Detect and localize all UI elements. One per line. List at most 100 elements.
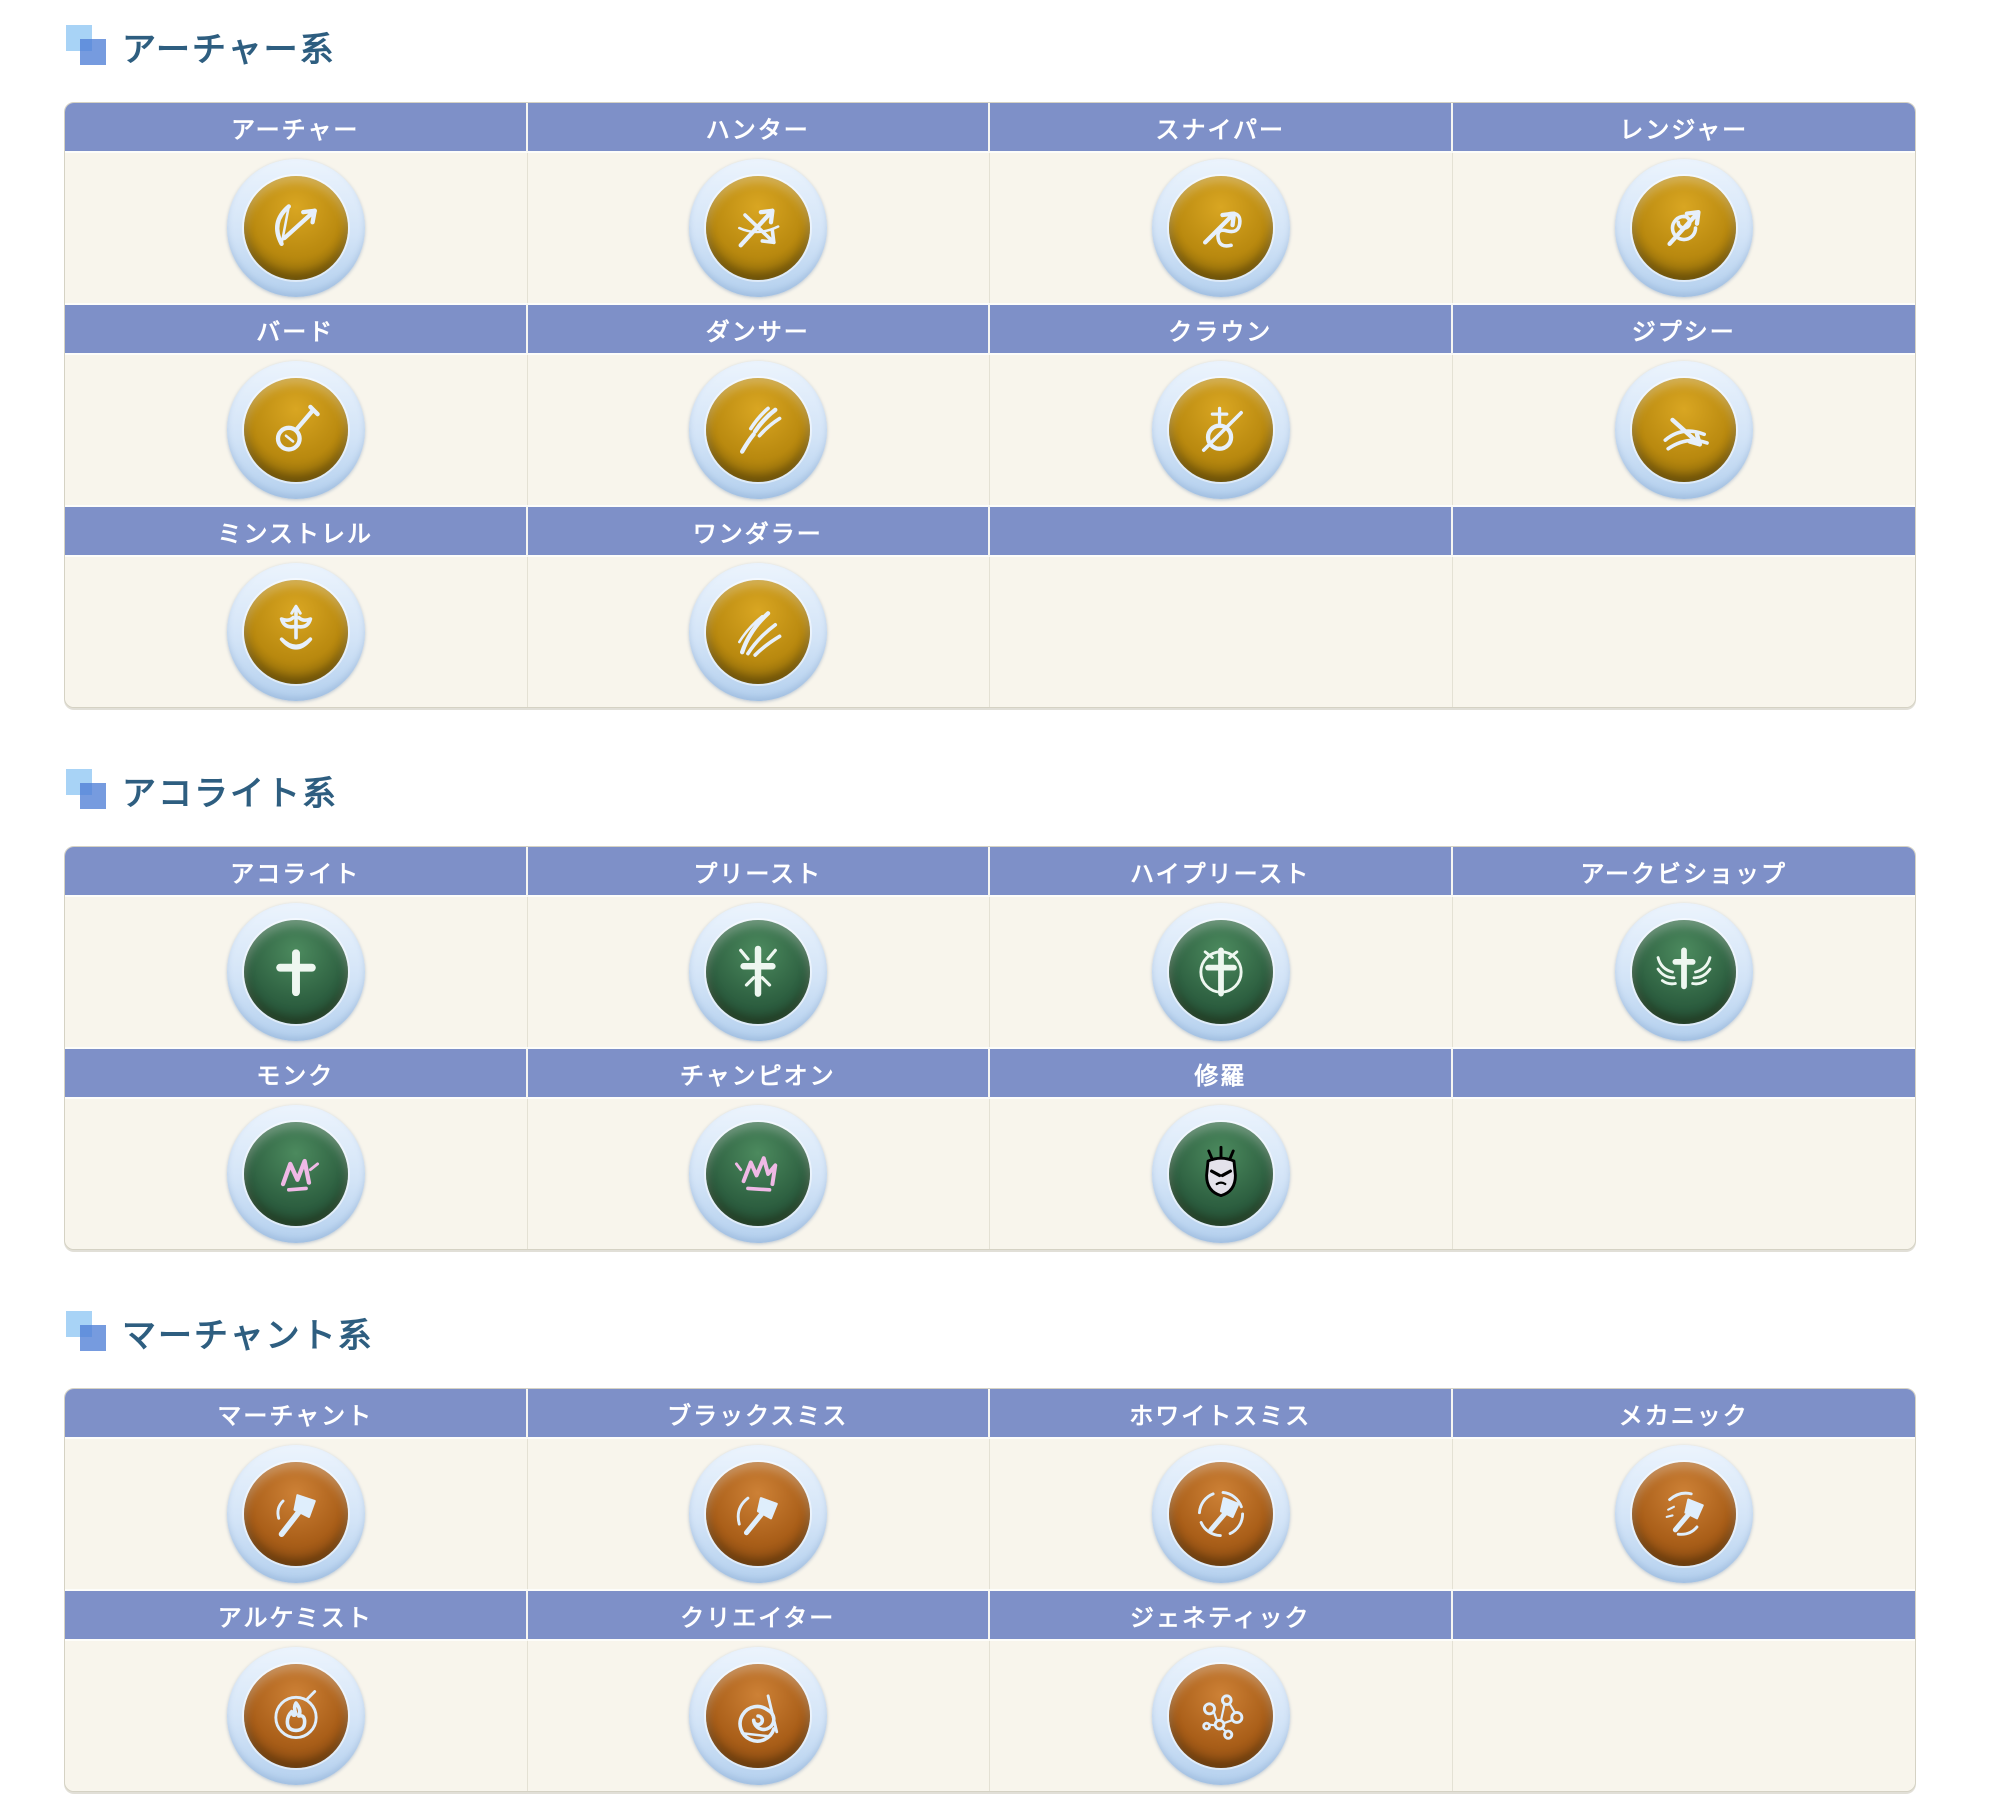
whip-fan-glyph [722,394,794,466]
spark-axe-icon [1614,1445,1753,1583]
job-icon-cell [527,1099,990,1249]
job-icon-row [65,355,1915,505]
spiral-bow-glyph [1648,192,1720,264]
job-icon-core [1631,378,1736,482]
section-heading: アーチャー系 [64,23,1916,69]
ornate-lyre-glyph [260,596,332,668]
section-merchant: マーチャント系マーチャント ブラックスミス ホワイトスミス メカニック アルケミスト クリ… [64,1310,1916,1792]
section-title: マーチャント系 [122,1316,374,1355]
job-icon-core [1168,1462,1273,1566]
job-icon-cell [990,1641,1453,1791]
section-bullet-icon [64,767,110,813]
arc-axe-glyph [722,1478,794,1550]
job-icon-cell [527,1439,990,1589]
job-icon-core [706,1664,811,1768]
job-name-header: チャンピオン [527,1047,990,1099]
job-table: アーチャー ハンター スナイパー レンジャー バード ダンサー クラウン ジプシー ミンストレル… [65,103,1915,707]
flared-cross-icon [689,903,828,1041]
fan-arrows-glyph [1648,394,1720,466]
job-icon-row [65,1641,1915,1791]
job-icon-cell [65,1439,528,1589]
spiral-bow-icon [1614,159,1753,297]
job-icon-core [1631,920,1736,1024]
section-bullet-icon [64,1309,110,1355]
cross-glyph [260,936,332,1008]
job-name-header: 修羅 [990,1047,1453,1099]
spark-axe-glyph [1648,1478,1720,1550]
job-icon-cell [527,897,990,1047]
fist-burst-icon [226,1105,365,1243]
job-icon-cell [1452,153,1915,303]
ring-axe-icon [1151,1445,1290,1583]
cross-icon [226,903,365,1041]
job-icon-core [1168,378,1273,482]
lute-icon [226,361,365,499]
fan-arrows-icon [1614,361,1753,499]
section-archer: アーチャー系アーチャー ハンター スナイパー レンジャー バード ダンサー クラウン ジプシー… [64,24,1916,708]
job-name-header: ハンター [527,103,990,153]
job-icon-core [243,580,348,684]
feather-fan-icon [689,563,828,701]
job-icon-cell [1452,1099,1915,1249]
job-table: アコライト プリースト ハイプリースト アークビショップ モンク チャンピオン 修羅 [65,847,1915,1249]
job-icon-cell [65,1099,528,1249]
job-icon-row [65,1439,1915,1589]
job-name-header: アコライト [65,847,528,897]
job-icon-core [243,1122,348,1226]
job-table-container: アコライト プリースト ハイプリースト アークビショップ モンク チャンピオン 修羅 [64,846,1916,1250]
job-name-header: レンジャー [1452,103,1915,153]
winged-cross-icon [1614,903,1753,1041]
job-icon-core [706,1122,811,1226]
spiral-rune-glyph [722,1680,794,1752]
job-header-row: アーチャー ハンター スナイパー レンジャー [65,103,1915,153]
job-icon-cell [1452,557,1915,707]
section-bullet-icon [64,23,110,69]
section-heading: マーチャント系 [64,1309,1916,1355]
fist-burst-glyph [260,1138,332,1210]
job-icon-cell [65,355,528,505]
arc-axe-icon [689,1445,828,1583]
job-icon-core [243,378,348,482]
job-icon-row [65,1099,1915,1249]
lute-glyph [260,394,332,466]
job-name-header: マーチャント [65,1389,528,1439]
job-icon-cell [1452,1439,1915,1589]
ring-cross-icon [1151,903,1290,1041]
job-icon-core [1168,1664,1273,1768]
job-icon-cell [990,1439,1453,1589]
job-icon-cell [527,1641,990,1791]
job-icon-row [65,557,1915,707]
bullet-square-dark [80,39,106,65]
job-icon-core [706,176,811,280]
job-icon-core [706,1462,811,1566]
job-icon-core [243,1462,348,1566]
section-heading: アコライト系 [64,767,1916,813]
ornate-lyre-icon [226,563,365,701]
job-header-row: アルケミスト クリエイター ジェネティック [65,1589,1915,1641]
demon-mask-glyph [1185,1138,1257,1210]
bow-icon [226,159,365,297]
flame-ring-glyph [260,1680,332,1752]
job-icon-cell [65,557,528,707]
job-name-header: メカニック [1452,1389,1915,1439]
crossed-arrows-icon [689,159,828,297]
job-icon-cell [990,355,1453,505]
job-icon-row [65,897,1915,1047]
bullet-square-dark [80,783,106,809]
job-icon-cell [527,153,990,303]
job-icon-core [706,378,811,482]
job-header-row: ミンストレル ワンダラー [65,505,1915,557]
ring-axe-glyph [1185,1478,1257,1550]
job-icon-cell [1452,355,1915,505]
flame-ring-icon [226,1647,365,1785]
job-name-header: ジェネティック [990,1589,1453,1641]
job-icon-row [65,153,1915,303]
job-name-header: クリエイター [527,1589,990,1641]
crossed-arrows-glyph [722,192,794,264]
job-name-header: スナイパー [990,103,1453,153]
needle-lute-icon [1151,361,1290,499]
whip-fan-icon [689,361,828,499]
job-name-header: ミンストレル [65,505,528,557]
job-table: マーチャント ブラックスミス ホワイトスミス メカニック アルケミスト クリエイター ジェネ… [65,1389,1915,1791]
job-icon-core [1631,1462,1736,1566]
